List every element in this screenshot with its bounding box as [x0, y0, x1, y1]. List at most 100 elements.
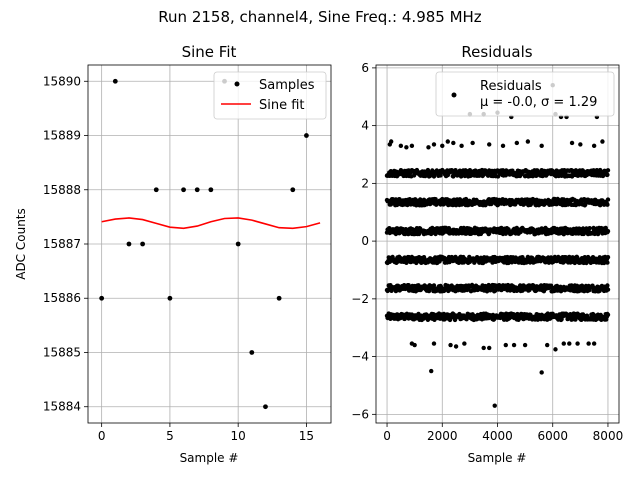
residual-outlier-point	[426, 145, 431, 150]
residual-outlier-point	[453, 344, 459, 349]
sample-point	[208, 187, 214, 193]
residuals-ytick-label: 4	[361, 119, 369, 133]
residual-point	[605, 260, 610, 265]
residual-outlier-point	[398, 143, 404, 149]
residual-outlier-point	[514, 140, 520, 146]
legend-residuals-marker	[451, 92, 457, 98]
residuals-ticks: 0 2000 4000 6000 8000 −6 −4 −2 0 2 4 6	[351, 61, 623, 443]
residuals-xlabel: Sample #	[468, 451, 527, 465]
residual-outlier-point	[409, 143, 415, 149]
sample-point	[249, 350, 255, 355]
residual-outlier-point	[440, 143, 445, 149]
sample-point	[181, 187, 186, 193]
sine-fit-ytick-label: 15885	[43, 345, 81, 359]
sine-fit-ytick-label: 15886	[43, 291, 81, 305]
legend-residuals-stats: μ = -0.0, σ = 1.29	[480, 95, 597, 110]
residual-point	[531, 283, 536, 288]
sine-fit-ylabel: ADC Counts	[14, 208, 28, 280]
residual-outlier-point	[492, 403, 497, 408]
sample-point	[304, 133, 309, 138]
residual-outlier-point	[503, 342, 508, 348]
residuals-ytick-label: 6	[361, 61, 369, 75]
residual-outlier-point	[431, 142, 437, 147]
residual-point	[605, 197, 611, 202]
residual-outlier-point	[412, 342, 417, 348]
residual-outlier-point	[569, 140, 575, 146]
sample-point	[153, 187, 159, 193]
residual-outlier-point	[487, 345, 492, 351]
sine-fit-xtick-label: 0	[98, 429, 106, 443]
sample-point	[126, 241, 132, 247]
residual-outlier-point	[448, 342, 453, 348]
residual-point	[506, 260, 511, 266]
residuals-xtick-label: 2000	[427, 429, 458, 443]
sine-fit-legend: Samples Sine fit	[213, 71, 327, 120]
residuals-frame	[375, 64, 620, 424]
residual-outlier-point	[481, 345, 486, 351]
residual-outlier-point	[539, 143, 544, 149]
residual-outlier-point	[487, 142, 492, 147]
residual-outlier-point	[553, 347, 558, 352]
residual-point	[605, 202, 610, 207]
residuals-xtick-label: 8000	[593, 429, 624, 443]
sample-point	[140, 241, 146, 247]
residuals-ytick-label: 2	[361, 176, 369, 190]
sine-fit-ytick-label: 15889	[43, 129, 81, 143]
sample-point	[112, 78, 118, 84]
residual-outlier-point	[591, 341, 597, 346]
sample-point	[276, 295, 282, 301]
sine-fit-xtick-label: 5	[166, 429, 174, 443]
residual-outlier-point	[511, 342, 517, 348]
residual-point	[587, 226, 592, 231]
residual-outlier-point	[586, 341, 591, 346]
residuals-grid	[376, 65, 619, 423]
residual-outlier-point	[462, 341, 467, 346]
residual-outlier-point	[388, 139, 394, 144]
residual-point	[605, 172, 610, 177]
residuals-xtick-label: 4000	[482, 429, 513, 443]
residual-outlier-point	[500, 143, 506, 149]
sine-fit-xlabel: Sample #	[180, 451, 239, 465]
sine-fit-ytick-label: 15884	[43, 400, 81, 414]
sample-point	[263, 404, 268, 410]
residual-outlier-point	[539, 370, 544, 375]
residual-outlier-point	[431, 341, 437, 346]
residual-outlier-point	[545, 342, 550, 348]
sine-fit-frame	[87, 64, 332, 424]
residual-point	[495, 174, 501, 179]
residual-point	[433, 231, 438, 237]
residual-point	[605, 255, 611, 260]
residual-outlier-point	[445, 139, 450, 144]
residuals-ytick-label: −6	[351, 407, 369, 421]
sine-fit-curve	[101, 217, 321, 230]
residuals-ytick-label: 0	[361, 234, 369, 248]
residual-point	[528, 312, 533, 318]
residuals-plot-area	[384, 83, 611, 408]
residuals-xtick-label: 0	[383, 429, 391, 443]
residual-outlier-point	[470, 140, 475, 146]
residuals-xtick-label: 6000	[537, 429, 568, 443]
sine-fit-xtick-label: 10	[231, 429, 246, 443]
residual-point	[605, 312, 611, 317]
residuals-legend: Residuals μ = -0.0, σ = 1.29	[435, 71, 615, 117]
sine-fit-axes: Sine Fit Sample # ADC Counts 0 5 10 15 15884…	[14, 43, 332, 465]
residuals-title: Residuals	[461, 43, 532, 61]
residual-outlier-point	[561, 341, 566, 346]
residual-outlier-point	[591, 143, 597, 149]
residual-outlier-point	[404, 145, 409, 150]
residual-point	[605, 287, 611, 292]
legend-residuals-label: Residuals	[480, 79, 542, 94]
residual-point	[605, 168, 611, 173]
sample-point	[167, 295, 173, 301]
sample-point	[235, 241, 241, 247]
residual-point	[605, 283, 610, 288]
residual-outlier-point	[525, 139, 531, 144]
legend-sine-fit-label: Sine fit	[259, 98, 305, 113]
legend-samples-marker	[234, 81, 240, 87]
figure-suptitle: Run 2158, channel4, Sine Freq.: 4.985 MH…	[158, 8, 482, 26]
sine-fit-ticks: 0 5 10 15 15884 15885 15886 15887 15888 15889 1589…	[43, 74, 314, 443]
residual-outlier-point	[459, 143, 464, 149]
sample-point	[194, 187, 200, 193]
residual-outlier-point	[451, 140, 456, 146]
